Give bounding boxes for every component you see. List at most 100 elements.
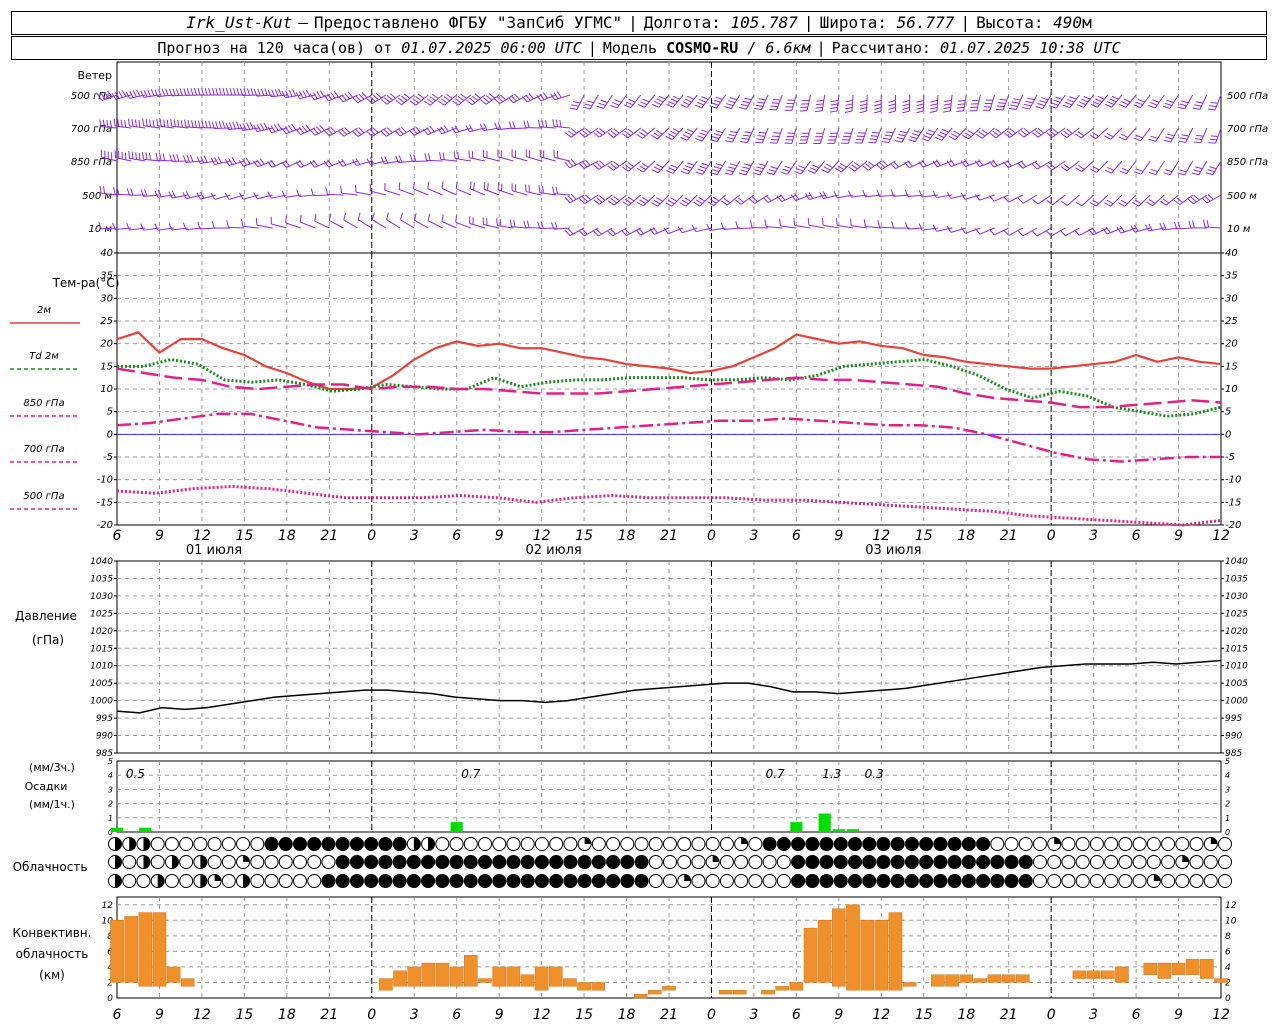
wind-barb-flag bbox=[872, 131, 880, 134]
wind-barb-flag bbox=[156, 118, 159, 126]
wind-barb-flag bbox=[641, 196, 649, 202]
cloud-cell bbox=[947, 874, 962, 888]
wind-barb-flag bbox=[656, 129, 663, 135]
wind-barb-flag bbox=[443, 125, 449, 132]
wind-barb bbox=[1198, 160, 1208, 176]
wind-barb-flag bbox=[103, 186, 106, 194]
wind-barb-flag bbox=[249, 122, 254, 130]
wind-barb-flag bbox=[508, 97, 514, 104]
wind-barb-flag bbox=[1134, 171, 1142, 175]
wind-barb-flag bbox=[218, 121, 222, 129]
wind-barb bbox=[497, 156, 514, 162]
wind-barb-flag bbox=[596, 130, 603, 136]
wind-barb bbox=[243, 160, 259, 167]
convective-x-tick-label: 21 bbox=[320, 1007, 338, 1023]
wind-barb-flag bbox=[117, 119, 120, 127]
wind-barb-flag bbox=[366, 158, 371, 165]
wind-barb-flag bbox=[555, 119, 559, 127]
wind-barb-flag bbox=[967, 129, 975, 135]
wind-barb-flag bbox=[701, 129, 709, 133]
wind-barb-flag bbox=[1164, 102, 1172, 106]
wind-barb-flag bbox=[185, 191, 191, 199]
cloud-cell-fill bbox=[157, 874, 165, 888]
precip-annotation: 0.3 bbox=[865, 767, 884, 781]
pressure-tick-label: 1040 bbox=[90, 557, 113, 567]
temperature-legend-label: 700 гПа bbox=[23, 444, 64, 455]
wind-barb bbox=[787, 160, 797, 175]
wind-barb-flag bbox=[762, 196, 769, 203]
wind-barb-flag bbox=[729, 163, 738, 167]
wind-barb-flag bbox=[1090, 103, 1098, 108]
wind-barb-flag bbox=[514, 93, 521, 100]
wind-barb bbox=[1008, 194, 1024, 203]
temperature-x-tick-label: 12 bbox=[533, 528, 551, 544]
cloud-cell bbox=[1047, 874, 1062, 888]
wind-barb bbox=[1096, 160, 1109, 173]
wind-barb-flag bbox=[596, 197, 603, 203]
wind-barb-flag bbox=[511, 95, 517, 102]
wind-barb-flag bbox=[238, 192, 244, 200]
wind-barb-flag bbox=[284, 126, 290, 133]
wind-barb-flag bbox=[270, 125, 276, 132]
wind-barb-flag bbox=[197, 120, 201, 128]
wind-barb-flag bbox=[229, 87, 233, 96]
wind-barb-flag bbox=[427, 213, 431, 221]
wind-barb-flag bbox=[383, 129, 390, 135]
wind-barb-flag bbox=[992, 159, 998, 167]
temperature-x-tick-label: 0 bbox=[367, 528, 376, 544]
cloud-cell bbox=[1218, 874, 1232, 888]
wind-barb bbox=[1184, 160, 1194, 176]
wind-barb bbox=[965, 160, 981, 167]
wind-barb-flag bbox=[946, 160, 952, 167]
wind-barb-flag bbox=[728, 166, 736, 170]
convective-bar bbox=[817, 920, 832, 983]
wind-barb bbox=[115, 193, 132, 196]
wind-barb-flag bbox=[829, 110, 838, 113]
cloud-cell bbox=[492, 837, 507, 851]
temperature-x-tick-label: 9 bbox=[834, 528, 843, 544]
wind-barb-flag bbox=[400, 212, 403, 220]
wind-barb-flag bbox=[921, 138, 929, 142]
wind-barb-flag bbox=[168, 223, 173, 231]
cloud-cell bbox=[293, 855, 307, 869]
cloud-cell-fill bbox=[243, 855, 250, 862]
wind-barb bbox=[271, 127, 287, 134]
wind-barb-flag bbox=[888, 103, 896, 107]
wind-barb-flag bbox=[1092, 101, 1100, 106]
wind-barb-flag bbox=[171, 190, 176, 198]
wind-barb bbox=[228, 194, 245, 200]
wind-barb-flag bbox=[99, 119, 102, 127]
wind-barb-flag bbox=[397, 128, 404, 135]
wind-barb-flag bbox=[1181, 100, 1189, 104]
wind-barb-flag bbox=[512, 121, 516, 129]
cloud-cell bbox=[620, 837, 635, 851]
wind-barb-flag bbox=[443, 96, 451, 102]
temperature-legend-label: 500 гПа bbox=[23, 491, 64, 502]
wind-barb-flag bbox=[1010, 104, 1018, 107]
temperature-x-tick-label: 9 bbox=[155, 528, 164, 544]
wind-barb bbox=[554, 156, 571, 162]
wind-barb bbox=[979, 227, 995, 235]
cloud-cell-fill bbox=[243, 874, 250, 888]
wind-barb bbox=[429, 94, 443, 106]
cloud-cell bbox=[1033, 874, 1047, 888]
cloud-cell bbox=[563, 837, 578, 851]
cloud-cell bbox=[1146, 855, 1161, 869]
cloud-cell bbox=[833, 837, 848, 851]
wind-barb-flag bbox=[567, 160, 574, 167]
wind-barb-flag bbox=[1104, 169, 1112, 174]
wind-barb-flag bbox=[935, 159, 941, 166]
wind-barb-flag bbox=[186, 88, 190, 96]
model-label: Модель bbox=[602, 39, 658, 57]
cloud-cell bbox=[278, 855, 293, 869]
wind-barb-flag bbox=[776, 195, 783, 202]
wind-barb-flag bbox=[305, 89, 311, 97]
temperature-tick-label: 15 bbox=[1225, 361, 1238, 372]
cloud-cell bbox=[933, 855, 948, 869]
wind-barb bbox=[285, 127, 302, 135]
wind-barb bbox=[1155, 127, 1165, 142]
wind-barb-flag bbox=[596, 162, 603, 168]
temperature-x-tick-label: 0 bbox=[1047, 528, 1056, 544]
wind-barb-flag bbox=[670, 130, 678, 135]
